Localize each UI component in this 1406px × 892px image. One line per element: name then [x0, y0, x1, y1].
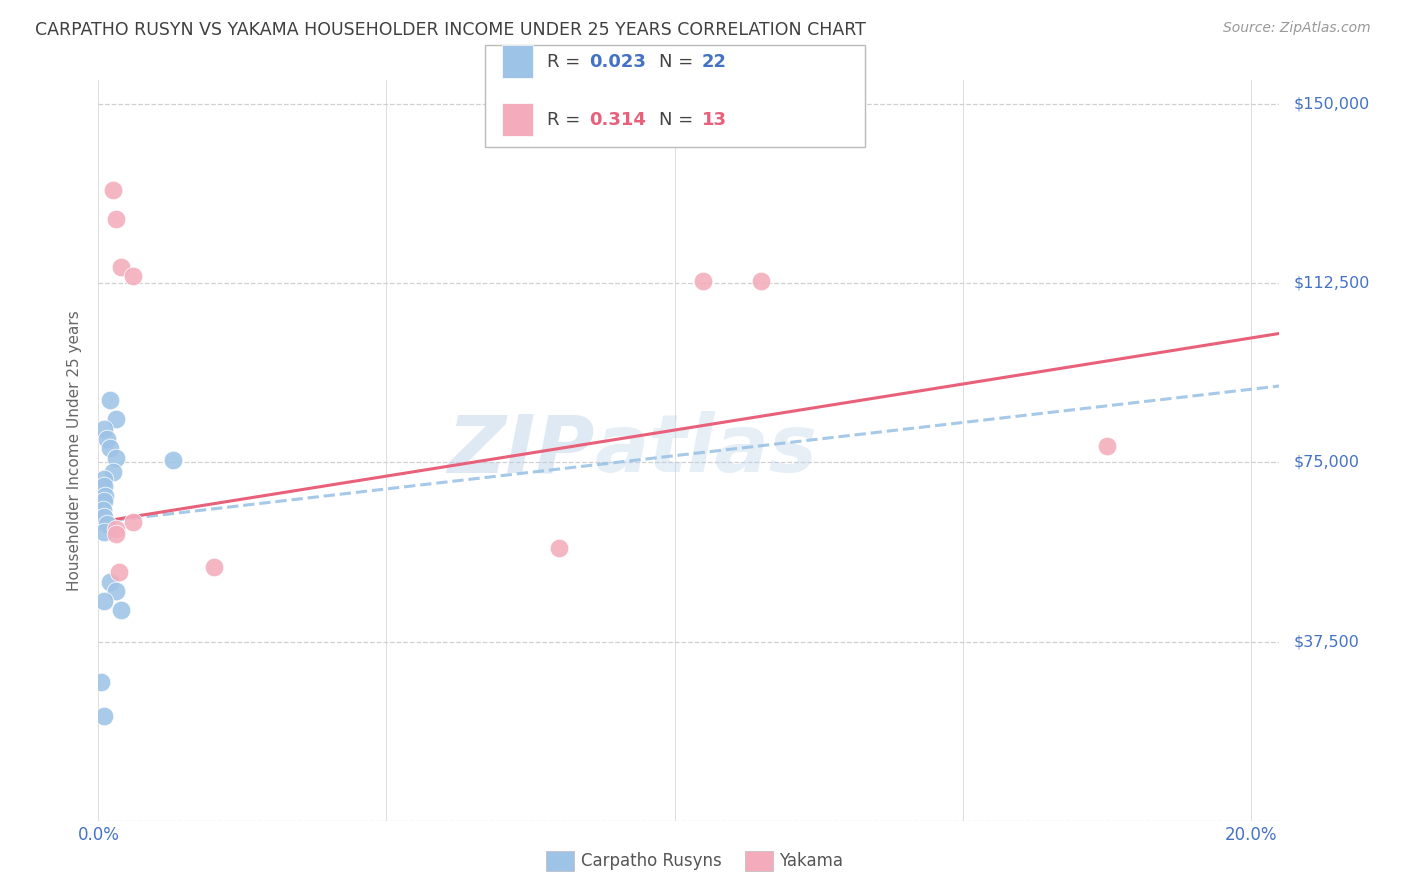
Text: ZIP: ZIP	[447, 411, 595, 490]
Point	[162, 453, 184, 467]
Point	[93, 708, 115, 723]
Text: R =: R =	[547, 53, 586, 70]
Point	[96, 432, 118, 446]
Point	[110, 260, 132, 274]
Text: atlas: atlas	[595, 411, 817, 490]
Text: 0.023: 0.023	[589, 53, 645, 70]
Point	[101, 465, 124, 479]
Point	[104, 211, 127, 226]
Y-axis label: Householder Income Under 25 years: Householder Income Under 25 years	[67, 310, 83, 591]
Point	[93, 422, 115, 436]
Point	[101, 183, 124, 197]
Point	[93, 472, 115, 486]
Point	[98, 441, 121, 455]
Text: $75,000: $75,000	[1294, 455, 1360, 470]
Point	[96, 517, 118, 532]
Point	[93, 510, 115, 524]
Point	[202, 560, 225, 574]
Point	[93, 594, 115, 608]
Text: Carpatho Rusyns: Carpatho Rusyns	[581, 852, 721, 870]
Text: 13: 13	[702, 111, 727, 128]
Point	[749, 274, 772, 288]
Text: Source: ZipAtlas.com: Source: ZipAtlas.com	[1223, 21, 1371, 36]
Text: N =: N =	[659, 111, 699, 128]
Text: Yakama: Yakama	[779, 852, 844, 870]
Point	[548, 541, 571, 556]
Text: $37,500: $37,500	[1294, 634, 1360, 649]
Point	[98, 393, 121, 408]
Point	[692, 274, 714, 288]
Text: 22: 22	[702, 53, 727, 70]
Point	[94, 489, 117, 503]
Point	[110, 603, 132, 617]
Point	[90, 675, 112, 690]
Point	[104, 450, 127, 465]
Text: $112,500: $112,500	[1294, 276, 1369, 291]
Point	[93, 479, 115, 493]
Point	[104, 412, 127, 426]
Point	[122, 515, 145, 529]
Text: 0.314: 0.314	[589, 111, 645, 128]
Point	[107, 566, 129, 580]
Text: N =: N =	[659, 53, 699, 70]
Text: CARPATHO RUSYN VS YAKAMA HOUSEHOLDER INCOME UNDER 25 YEARS CORRELATION CHART: CARPATHO RUSYN VS YAKAMA HOUSEHOLDER INC…	[35, 21, 866, 39]
Point	[104, 527, 127, 541]
Text: $150,000: $150,000	[1294, 96, 1369, 112]
Point	[98, 574, 121, 589]
Point	[93, 524, 115, 539]
Point	[1095, 439, 1118, 453]
Point	[93, 493, 115, 508]
Point	[104, 584, 127, 599]
Point	[104, 522, 127, 536]
Point	[122, 269, 145, 284]
Text: R =: R =	[547, 111, 586, 128]
Point	[91, 503, 114, 517]
